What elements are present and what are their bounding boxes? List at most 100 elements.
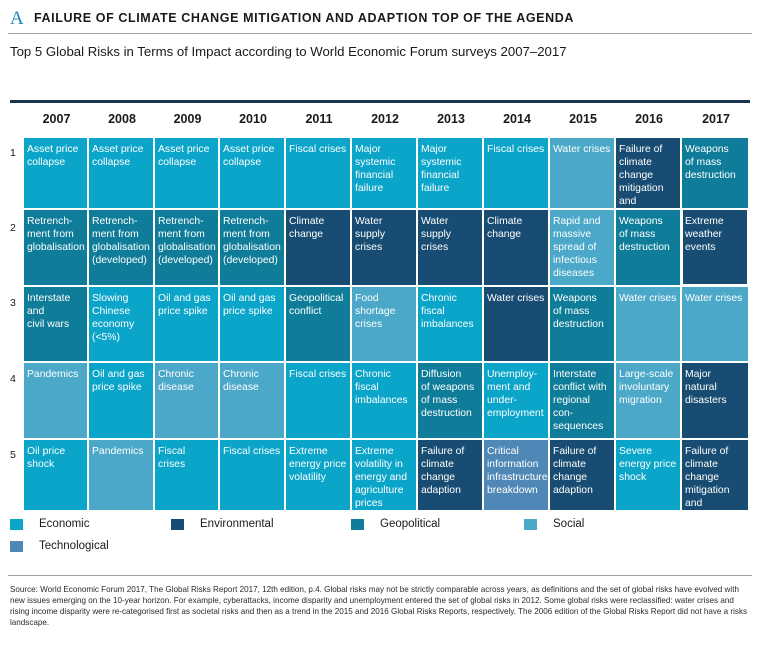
risk-cell-text: Major natural disasters [685,369,727,406]
risk-cell-text: Fiscal crises [158,446,186,470]
risk-cell-text: Oil and gas price spike [223,293,276,317]
year-header-2015: 2015 [569,112,597,126]
rank-label-2: 2 [10,222,16,234]
highlight-2017-rank-2 [681,208,749,286]
risk-cell-text: Water crises [553,144,611,155]
risk-cell-2015-rank-2: Rapid and massive spread of infectious d… [550,210,614,285]
risk-cell-text: Major systemic financial failure [355,144,396,194]
risk-cell-text: Asset price collapse [223,144,275,168]
section-title: FAILURE OF CLIMATE CHANGE MITIGATION AND… [34,11,574,25]
year-header-2012: 2012 [371,112,399,126]
legend-item-geopolitical: Geopolitical [351,517,501,533]
rank-label-4: 4 [10,373,16,385]
risk-cell-text: Geopolitical conflict [289,293,344,317]
risk-cell-2009-rank-1: Asset price collapse [155,138,218,208]
risk-cell-2012-rank-5: Extreme volatility in energy and agricul… [352,440,416,510]
risk-cell-text: Extreme volatility in energy and agricul… [355,446,407,509]
risk-cell-text: Chronic disease [223,369,259,393]
risk-cell-2009-rank-3: Oil and gas price spike [155,287,218,361]
risk-cell-2007-rank-3: Interstate and civil wars [24,287,87,361]
risk-cell-2013-rank-2: Water supply crises [418,210,482,285]
risk-cell-2009-rank-4: Chronic disease [155,363,218,438]
risk-cell-text: Retrench- ment from globalisation [27,216,85,253]
risk-cell-2010-rank-4: Chronic disease [220,363,284,438]
risk-cell-2007-rank-5: Oil price shock [24,440,87,510]
risk-cell-2010-rank-3: Oil and gas price spike [220,287,284,361]
risk-cell-2008-rank-2: Retrench- ment from globalisation (devel… [89,210,153,285]
legend-item-social: Social [524,517,674,533]
risk-cell-2011-rank-4: Fiscal crises [286,363,350,438]
year-header-2011: 2011 [305,112,333,126]
risk-cell-text: Severe energy price shock [619,446,677,483]
legend-item-economic: Economic [10,517,160,533]
risk-cell-text: Water crises [487,293,545,304]
risk-cell-text: Rapid and massive spread of infectious d… [553,216,601,279]
risk-cell-text: Food shortage crises [355,293,396,330]
chart-title: Top 5 Global Risks in Terms of Impact ac… [10,44,567,59]
risk-cell-2011-rank-3: Geopolitical conflict [286,287,350,361]
risk-cell-2016-rank-2: Weapons of mass destruction [616,210,680,285]
risk-cell-2017-rank-2: Extreme weather events [682,210,748,285]
legend: Economic Environmental Geopolitical Social T… [10,517,750,567]
risk-cell-text: Interstate conflict with regional con- s… [553,369,607,432]
risk-cell-text: Failure of climate change mitigation and… [619,144,664,207]
risk-cell-2015-rank-5: Failure of climate change adaption [550,440,614,510]
rank-label-5: 5 [10,449,16,461]
risk-cell-2007-rank-2: Retrench- ment from globalisation [24,210,87,285]
risk-cell-text: Extreme weather events [685,216,724,253]
risk-cell-text: Weapons of mass destruction [685,144,736,181]
risk-cell-text: Failure of climate change mitigation and… [685,446,730,509]
risk-cell-text: Weapons of mass destruction [553,293,604,330]
risk-cell-text: Unemploy- ment and under- employment [487,369,544,419]
legend-label: Technological [39,540,109,552]
year-header-2014: 2014 [503,112,531,126]
legend-label: Geopolitical [380,518,441,530]
risk-cell-text: Diffusion of weapons of mass destruction [421,369,475,419]
risk-cell-text: Oil and gas price spike [158,293,211,317]
risk-cell-2017-rank-1: Weapons of mass destruction [682,138,748,208]
year-header-2016: 2016 [635,112,663,126]
risk-cell-2012-rank-4: Chronic fiscal imbalances [352,363,416,438]
risk-cell-2011-rank-2: Climate change [286,210,350,285]
risk-cell-2012-rank-2: Water supply crises [352,210,416,285]
risk-cell-text: Weapons of mass destruction [619,216,670,253]
legend-item-environmental: Environmental [171,517,321,533]
risk-cell-2014-rank-3: Water crises [484,287,548,361]
year-header-2010: 2010 [239,112,267,126]
risk-cell-text: Fiscal crises [487,144,545,155]
risk-cell-2014-rank-1: Fiscal crises [484,138,548,208]
year-header-2007: 2007 [42,112,71,126]
risk-cell-2016-rank-3: Water crises [616,287,680,361]
risk-cell-2010-rank-1: Asset price collapse [220,138,284,208]
risk-cell-text: Failure of climate change adaption [553,446,597,496]
risk-cell-text: Failure of climate change adaption [421,446,465,496]
table-top-bar [10,100,750,103]
risk-cell-2010-rank-2: Retrench- ment from globalisation (devel… [220,210,284,285]
risk-cell-text: Retrench- ment from globalisation (devel… [92,216,150,266]
risk-cell-2015-rank-1: Water crises [550,138,614,208]
risk-cell-2008-rank-5: Pandemics [89,440,153,510]
risk-cell-text: Chronic disease [158,369,194,393]
legend-swatch [10,519,23,530]
risk-cell-2011-rank-5: Extreme energy price volatility [286,440,350,510]
risk-cell-text: Major systemic financial failure [421,144,462,194]
risk-cell-2010-rank-5: Fiscal crises [220,440,284,510]
legend-label: Economic [39,518,90,530]
risk-cell-text: Fiscal crises [289,144,347,155]
legend-label: Social [553,518,585,530]
risk-cell-text: Pandemics [27,369,79,380]
risk-cell-2009-rank-5: Fiscal crises [155,440,218,510]
risk-cell-2017-rank-5: Failure of climate change mitigation and… [682,440,748,510]
risk-cell-2008-rank-1: Asset price collapse [89,138,153,208]
risk-cell-text: Fiscal crises [289,369,347,380]
risk-cell-text: Water crises [619,293,677,304]
risk-cell-text: Asset price collapse [92,144,144,168]
risk-cell-text: Critical information infrastructure brea… [487,446,548,496]
risk-cell-2017-rank-4: Major natural disasters [682,363,748,438]
risk-cell-2014-rank-5: Critical information infrastructure brea… [484,440,548,510]
year-header-2009: 2009 [173,112,202,126]
risk-cell-text: Water supply crises [355,216,386,253]
risk-cell-text: Retrench- ment from globalisation (devel… [158,216,216,266]
risk-cell-2007-rank-4: Pandemics [24,363,87,438]
risk-cell-text: Oil price shock [27,446,66,470]
